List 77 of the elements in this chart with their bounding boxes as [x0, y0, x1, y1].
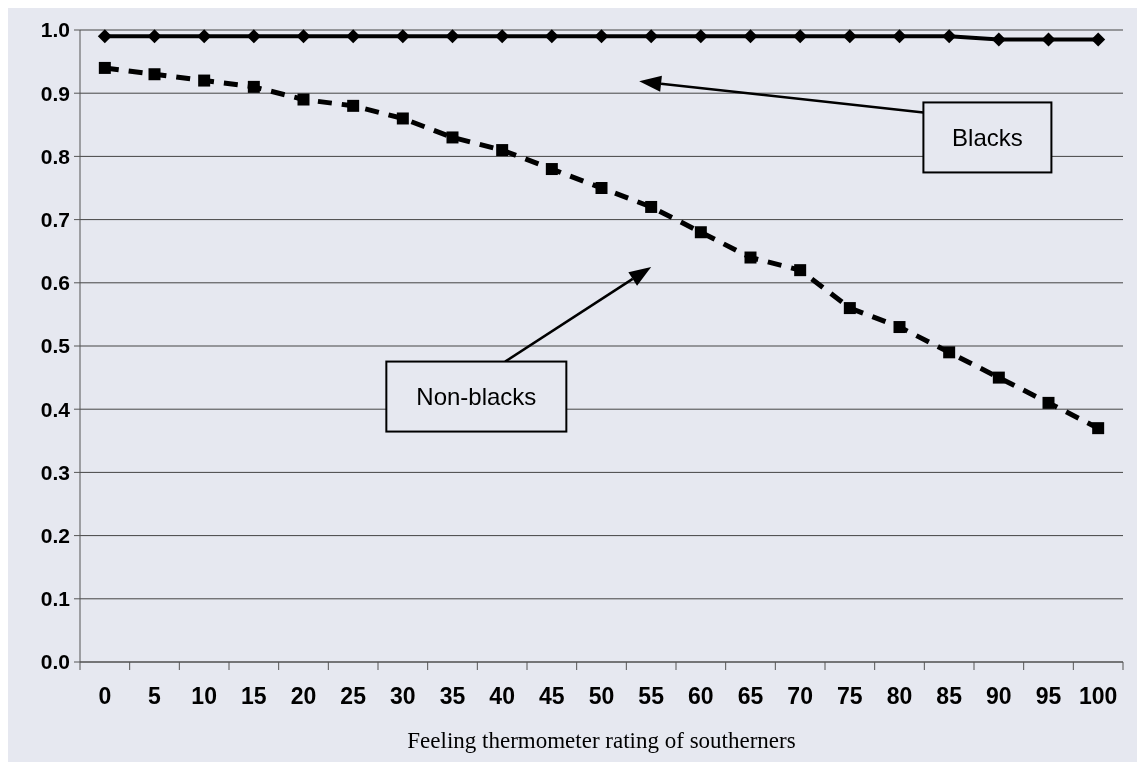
point [1041, 32, 1056, 47]
x-tick-label: 0 [98, 683, 112, 709]
point [297, 93, 310, 106]
point [992, 371, 1005, 384]
point [296, 29, 311, 44]
point [693, 29, 708, 44]
y-tick-label: 0.9 [40, 81, 70, 105]
point [1091, 32, 1106, 47]
point [991, 32, 1006, 47]
point [395, 29, 410, 44]
x-tick-label: 90 [986, 683, 1012, 709]
x-tick-label: 75 [837, 683, 863, 709]
point [97, 29, 112, 44]
x-tick-label: 95 [1035, 683, 1062, 709]
point [148, 68, 161, 81]
point [645, 200, 658, 213]
point [198, 74, 211, 87]
point [1042, 396, 1055, 409]
y-tick-label: 0.2 [40, 523, 70, 547]
y-tick-label: 0.1 [40, 587, 71, 611]
x-tick-label: 15 [241, 683, 267, 709]
point [594, 29, 609, 44]
x-tick-label: 70 [787, 683, 813, 709]
y-tick-label: 1.0 [40, 18, 70, 42]
y-tick-label: 0.8 [40, 144, 71, 168]
point [197, 29, 212, 44]
point [396, 112, 409, 125]
y-tick-label: 0.7 [40, 207, 70, 231]
point [446, 131, 459, 144]
x-tick-label: 80 [886, 683, 913, 709]
x-tick-label: 35 [439, 683, 466, 709]
point [247, 80, 260, 93]
point [496, 144, 509, 157]
point [893, 321, 906, 334]
point [694, 226, 707, 239]
text: Non-blacks [416, 382, 537, 410]
point [793, 29, 808, 44]
y-tick-label: 0.0 [40, 650, 70, 674]
x-tick-label: 55 [638, 683, 665, 709]
point [943, 346, 956, 359]
point [98, 61, 111, 74]
x-tick-label: 65 [737, 683, 764, 709]
point [147, 29, 162, 44]
point [843, 302, 856, 315]
point [942, 29, 957, 44]
x-axis-title: Feeling thermometer rating of southerners [407, 728, 796, 753]
point [644, 29, 659, 44]
x-tick-label: 5 [148, 683, 162, 709]
y-tick-label: 0.4 [40, 397, 71, 421]
x-tick-label: 20 [290, 683, 317, 709]
point [246, 29, 261, 44]
point [544, 29, 559, 44]
point [842, 29, 857, 44]
x-tick-label: 30 [390, 683, 416, 709]
x-tick-label: 10 [191, 683, 217, 709]
point [794, 264, 807, 277]
x-tick-label: 50 [588, 683, 615, 709]
y-tick-label: 0.3 [40, 460, 70, 484]
x-tick-label: 100 [1078, 683, 1118, 709]
point [445, 29, 460, 44]
y-tick-label: 0.6 [40, 271, 70, 295]
x-tick-label: 45 [539, 683, 565, 709]
text: Blacks [952, 123, 1023, 151]
x-tick-label: 60 [688, 683, 714, 709]
x-tick-label: 40 [489, 683, 515, 709]
point [595, 182, 608, 194]
point [347, 99, 360, 112]
point [892, 29, 907, 44]
x-tick-label: 25 [340, 683, 367, 709]
point [743, 29, 758, 44]
point [1092, 422, 1105, 435]
x-tick-label: 85 [936, 683, 963, 709]
point [744, 251, 757, 264]
point [346, 29, 361, 44]
point [545, 163, 558, 176]
y-tick-label: 0.5 [40, 334, 71, 358]
point [495, 29, 510, 44]
